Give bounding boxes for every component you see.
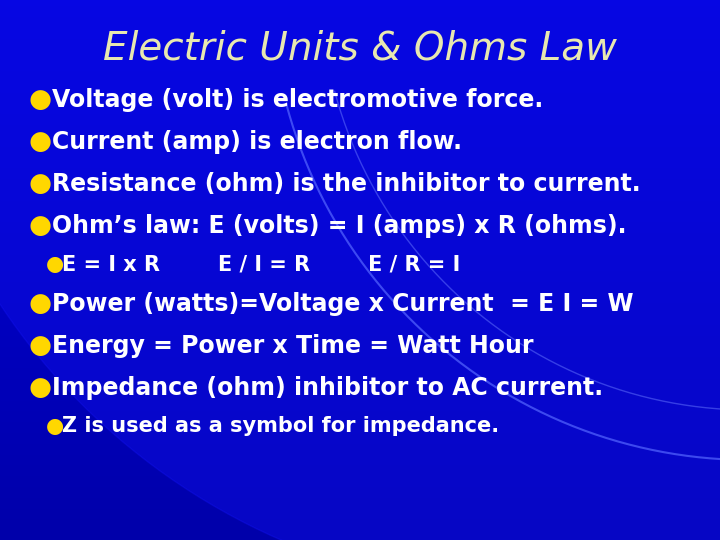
Bar bbox=[0, 129, 720, 135]
Bar bbox=[0, 96, 720, 103]
Bar bbox=[0, 26, 720, 32]
Bar bbox=[0, 523, 720, 529]
Bar bbox=[0, 258, 720, 265]
Bar bbox=[0, 458, 720, 464]
Text: Energy = Power x Time = Watt Hour: Energy = Power x Time = Watt Hour bbox=[52, 334, 534, 358]
Bar bbox=[0, 339, 720, 346]
Bar bbox=[0, 301, 720, 308]
Bar bbox=[0, 253, 720, 259]
Bar bbox=[0, 118, 720, 124]
Bar bbox=[0, 4, 720, 11]
Text: ●: ● bbox=[28, 129, 51, 155]
Bar bbox=[0, 134, 720, 140]
Bar bbox=[0, 215, 720, 221]
Bar bbox=[0, 242, 720, 248]
Bar bbox=[0, 31, 720, 38]
Bar bbox=[0, 247, 720, 254]
Bar bbox=[0, 85, 720, 92]
Bar bbox=[0, 496, 720, 502]
Bar bbox=[0, 431, 720, 437]
Bar bbox=[0, 21, 720, 27]
Bar bbox=[0, 42, 720, 49]
Bar bbox=[0, 474, 720, 481]
Bar bbox=[0, 291, 720, 297]
Text: Impedance (ohm) inhibitor to AC current.: Impedance (ohm) inhibitor to AC current. bbox=[52, 376, 603, 400]
Text: ●: ● bbox=[46, 416, 64, 436]
Bar bbox=[0, 388, 720, 394]
Bar bbox=[0, 393, 720, 400]
Bar bbox=[0, 91, 720, 97]
Bar bbox=[0, 307, 720, 313]
Text: ●: ● bbox=[28, 171, 51, 197]
Bar bbox=[0, 150, 720, 157]
Bar bbox=[0, 139, 720, 146]
Bar bbox=[0, 183, 720, 189]
Text: Z is used as a symbol for impedance.: Z is used as a symbol for impedance. bbox=[62, 416, 499, 436]
Bar bbox=[0, 485, 720, 491]
Bar bbox=[0, 75, 720, 81]
Bar bbox=[0, 426, 720, 432]
Bar bbox=[0, 53, 720, 59]
Bar bbox=[0, 296, 720, 302]
Text: ●: ● bbox=[28, 291, 51, 317]
Bar bbox=[0, 409, 720, 416]
Bar bbox=[0, 312, 720, 319]
Bar bbox=[0, 48, 720, 54]
Bar bbox=[0, 355, 720, 362]
Bar bbox=[0, 490, 720, 497]
Text: ●: ● bbox=[28, 87, 51, 113]
Text: Resistance (ohm) is the inhibitor to current.: Resistance (ohm) is the inhibitor to cur… bbox=[52, 172, 641, 196]
Bar bbox=[0, 264, 720, 270]
Bar bbox=[0, 372, 720, 378]
Bar bbox=[0, 58, 720, 65]
Bar bbox=[0, 226, 720, 232]
Bar bbox=[0, 156, 720, 162]
Bar bbox=[0, 345, 720, 351]
Bar bbox=[0, 361, 720, 367]
Bar bbox=[0, 447, 720, 454]
Bar bbox=[0, 469, 720, 475]
Bar bbox=[0, 112, 720, 119]
Bar bbox=[0, 166, 720, 173]
Bar bbox=[0, 507, 720, 513]
Bar bbox=[0, 80, 720, 86]
Bar bbox=[0, 102, 720, 108]
Bar bbox=[0, 404, 720, 410]
Bar bbox=[0, 280, 720, 286]
Bar bbox=[0, 517, 720, 524]
Text: Electric Units & Ohms Law: Electric Units & Ohms Law bbox=[103, 29, 617, 67]
Bar bbox=[0, 328, 720, 335]
Text: E = I x R        E / I = R        E / R = I: E = I x R E / I = R E / R = I bbox=[62, 254, 460, 274]
Bar bbox=[0, 453, 720, 459]
Bar bbox=[0, 10, 720, 16]
Bar bbox=[0, 534, 720, 540]
Text: Voltage (volt) is electromotive force.: Voltage (volt) is electromotive force. bbox=[52, 88, 544, 112]
Bar bbox=[0, 463, 720, 470]
Text: ●: ● bbox=[28, 333, 51, 359]
Bar bbox=[0, 415, 720, 421]
Bar bbox=[0, 318, 720, 324]
Text: ●: ● bbox=[28, 375, 51, 401]
Bar bbox=[0, 436, 720, 443]
Bar bbox=[0, 528, 720, 535]
Bar bbox=[0, 188, 720, 194]
Bar bbox=[0, 334, 720, 340]
Bar bbox=[0, 69, 720, 76]
Bar bbox=[0, 323, 720, 329]
Text: Ohm’s law: E (volts) = I (amps) x R (ohms).: Ohm’s law: E (volts) = I (amps) x R (ohm… bbox=[52, 214, 626, 238]
Bar bbox=[0, 0, 720, 5]
Bar bbox=[0, 231, 720, 238]
Bar bbox=[0, 15, 720, 22]
Bar bbox=[0, 193, 720, 200]
Bar bbox=[0, 285, 720, 292]
Bar bbox=[0, 350, 720, 356]
Bar bbox=[0, 64, 720, 70]
Bar bbox=[0, 220, 720, 227]
Bar bbox=[0, 512, 720, 518]
Bar bbox=[0, 442, 720, 448]
Bar bbox=[0, 274, 720, 281]
Bar bbox=[0, 480, 720, 486]
Bar bbox=[0, 123, 720, 130]
Bar bbox=[0, 37, 720, 43]
